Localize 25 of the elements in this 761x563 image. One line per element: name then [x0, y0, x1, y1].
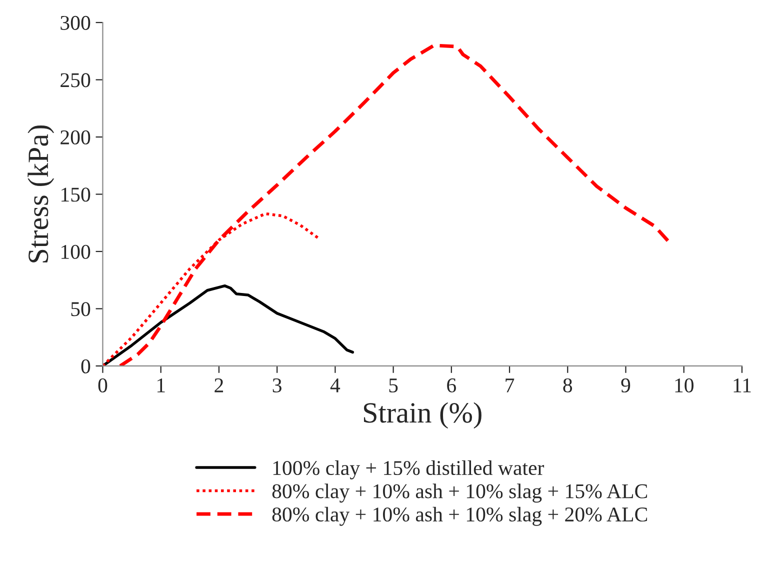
line-series	[102, 284, 354, 366]
y-tick-label: 300	[60, 16, 90, 30]
x-tick-label: 5	[389, 378, 398, 392]
x-tick-label: 11	[734, 378, 751, 392]
y-tick-label: 100	[62, 244, 90, 259]
y-tick-label: 250	[60, 73, 90, 88]
x-tick-label: 1	[157, 378, 165, 392]
legend-label: 80% clay + 10% ash + 10% slag + 15% ALC	[272, 484, 648, 503]
x-tick-label: 3	[272, 378, 282, 392]
x-tick-label: 6	[447, 378, 456, 392]
x-tick-label: 9	[621, 378, 630, 392]
y-tick-label: 0	[81, 359, 90, 374]
x-tick-label: 8	[563, 378, 572, 392]
legend-label: 80% clay + 10% ash + 10% slag + 20% ALC	[272, 506, 648, 526]
legend-label: 100% clay + 15% distilled water	[273, 460, 544, 480]
x-tick-label: 7	[506, 378, 514, 392]
x-tick-label: 10	[675, 378, 694, 392]
x-tick-label: 4	[330, 378, 340, 392]
y-tick-label: 150	[62, 188, 90, 202]
x-tick-label: 2	[214, 378, 224, 392]
y-tick-label: 50	[71, 302, 90, 316]
y-axis-title: Stress (kPa)	[28, 125, 54, 262]
y-tick-label: 200	[60, 130, 90, 144]
x-axis-title: Strain (%)	[364, 402, 482, 429]
x-tick-label: 0	[98, 378, 108, 392]
